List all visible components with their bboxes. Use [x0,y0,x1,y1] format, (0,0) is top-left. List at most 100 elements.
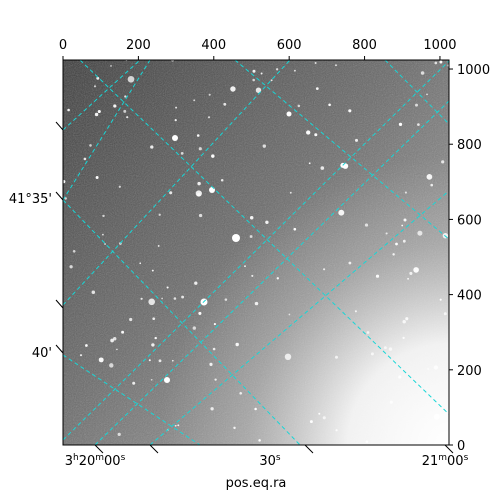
star [83,157,87,161]
x-tick-label: 800 [352,38,377,53]
star [244,265,246,268]
star [348,261,352,265]
star [338,209,345,216]
star [265,220,269,224]
star [251,274,254,277]
star [85,344,88,347]
coordinate-grid [63,60,449,445]
star [140,297,143,300]
ra-tick-label: 30s [259,453,281,469]
star [64,197,67,200]
star [94,112,99,117]
grid-line [384,60,449,125]
star [89,144,92,147]
y-tick-label: 800 [457,138,482,153]
star [192,326,196,330]
star [262,144,266,148]
star [214,378,217,381]
star [198,213,203,218]
star [366,331,370,334]
star [252,69,256,73]
star [309,420,313,424]
ra-tick-mark [94,444,104,454]
star [112,336,117,341]
star [293,227,297,231]
ra-tick-label: 3h20m00s [65,453,126,469]
star [198,147,202,151]
x-tick-label: 400 [201,38,226,53]
star [210,407,214,411]
star [102,214,105,218]
star [174,119,177,122]
y-tick-label: 0 [457,439,465,454]
star [198,311,202,315]
star [398,375,402,379]
star [104,243,106,245]
star [174,424,177,427]
star [275,68,279,71]
star [127,75,135,83]
star [297,104,301,108]
x-tick-label: 0 [59,38,67,53]
star [335,429,338,432]
star [314,133,318,137]
grid-line [149,190,449,445]
star [335,355,338,359]
star [93,85,97,88]
grid-line [63,354,201,445]
star [402,319,406,324]
star [403,218,407,222]
star [441,160,445,164]
star [402,336,405,340]
star [328,103,331,107]
star [123,109,127,113]
star [385,232,388,235]
y-tick-label: 400 [457,289,482,304]
star [255,87,262,93]
ra-tick-mark [149,444,159,454]
star [207,116,211,119]
star [166,286,169,289]
star [389,400,393,404]
star [177,424,180,427]
star [402,239,406,243]
star [148,359,151,362]
star [233,426,236,430]
bright-star [232,234,240,242]
ra-tick-label: 21m00s [422,453,469,469]
bright-star [209,187,215,193]
star [209,362,213,366]
star [293,69,296,72]
star [235,342,239,347]
star [152,317,156,321]
star [355,138,358,142]
star [129,317,133,322]
star [239,392,242,395]
x-tick-label: 1000 [423,38,456,53]
y-tick-label: 200 [457,364,482,379]
star [306,130,311,135]
dec-axis-left: 41°35' 40' [9,121,64,361]
star [276,277,279,280]
star [392,253,395,256]
star [426,93,428,96]
grid-line [63,199,301,445]
star [91,290,96,294]
star [308,162,311,165]
star [220,179,224,182]
star [181,295,185,299]
star [124,95,127,98]
star [208,93,211,96]
star [318,412,321,415]
star [413,267,419,273]
star [180,152,184,155]
star [284,353,292,361]
star [254,301,259,306]
y-tick-label: 600 [457,213,482,228]
star [260,72,263,75]
star [197,181,201,186]
star [102,233,104,236]
star [67,108,70,112]
star [157,244,160,247]
